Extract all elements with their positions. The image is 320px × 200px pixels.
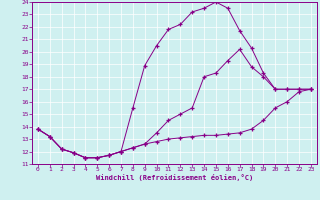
X-axis label: Windchill (Refroidissement éolien,°C): Windchill (Refroidissement éolien,°C) — [96, 174, 253, 181]
